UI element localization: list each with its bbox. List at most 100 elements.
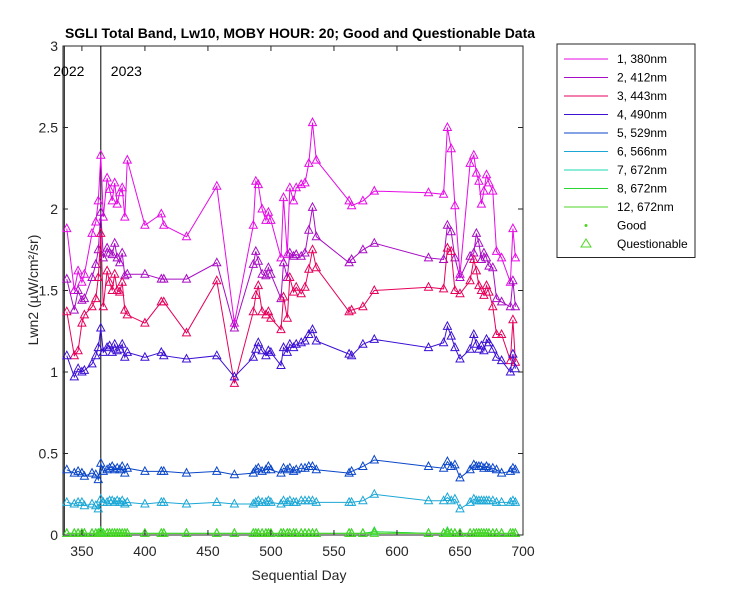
data-point xyxy=(261,496,271,506)
data-point xyxy=(471,227,482,237)
x-tick-label: 400 xyxy=(133,543,157,559)
data-point xyxy=(122,268,133,278)
data-point xyxy=(93,195,104,205)
data-point xyxy=(455,271,465,281)
data-point xyxy=(300,281,310,291)
data-point xyxy=(471,265,482,275)
data-point xyxy=(446,460,457,470)
data-point xyxy=(450,493,460,503)
data-point xyxy=(117,247,128,257)
data-point xyxy=(288,195,299,205)
data-point xyxy=(300,335,310,345)
x-tick-label: 650 xyxy=(448,543,472,559)
data-point xyxy=(311,464,322,474)
data-point xyxy=(140,317,150,327)
data-point xyxy=(307,495,318,505)
data-point xyxy=(442,242,453,252)
data-point xyxy=(284,247,295,257)
data-point xyxy=(510,363,521,373)
data-point xyxy=(79,500,90,510)
series-line-1 xyxy=(66,207,516,330)
data-point xyxy=(423,187,434,197)
data-point xyxy=(510,252,521,262)
data-point xyxy=(282,346,293,356)
data-point xyxy=(496,527,507,537)
data-point xyxy=(284,462,295,472)
data-point xyxy=(87,301,97,311)
data-point xyxy=(69,467,80,477)
data-point xyxy=(156,208,167,218)
data-point xyxy=(257,465,267,475)
data-point xyxy=(455,353,465,363)
data-point xyxy=(181,498,192,508)
data-point xyxy=(476,284,487,294)
data-point xyxy=(95,206,106,216)
data-point xyxy=(140,498,150,508)
data-point xyxy=(119,304,130,314)
data-point xyxy=(69,304,80,314)
data-point xyxy=(300,462,310,472)
series-5 xyxy=(61,488,521,513)
data-point xyxy=(211,350,222,360)
chart-title: SGLI Total Band, Lw10, MOBY HOUR: 20; Go… xyxy=(65,25,535,41)
legend-questionable-marker xyxy=(580,238,592,248)
data-point xyxy=(346,527,357,537)
data-point xyxy=(508,348,518,358)
data-point xyxy=(93,342,104,352)
x-tick-label: 350 xyxy=(70,543,94,559)
data-point xyxy=(253,280,264,290)
data-point xyxy=(471,167,482,177)
x-tick-label: 600 xyxy=(385,543,409,559)
data-point xyxy=(117,338,128,348)
data-point xyxy=(358,527,368,537)
data-point xyxy=(474,175,484,185)
legend-marker-label-1: Questionable xyxy=(617,237,688,251)
data-point xyxy=(229,527,240,537)
data-point xyxy=(496,296,507,306)
data-point xyxy=(77,294,87,304)
data-point xyxy=(79,364,90,374)
data-point xyxy=(109,338,120,348)
data-point xyxy=(87,227,97,237)
data-point xyxy=(229,322,240,332)
data-point xyxy=(102,342,112,352)
data-point xyxy=(484,337,494,347)
data-point xyxy=(257,306,267,316)
data-point xyxy=(423,495,434,505)
data-point xyxy=(109,177,120,187)
year-label-0: 2022 xyxy=(53,63,84,79)
data-point xyxy=(90,350,101,360)
data-point xyxy=(248,351,259,361)
data-point xyxy=(122,346,133,356)
data-point xyxy=(158,350,169,360)
data-point xyxy=(505,301,516,311)
data-point xyxy=(211,465,222,475)
data-point xyxy=(369,284,380,294)
data-point xyxy=(98,346,109,356)
data-point xyxy=(423,342,434,352)
data-point xyxy=(311,335,322,345)
data-point xyxy=(450,252,460,262)
data-point xyxy=(119,270,130,280)
data-point xyxy=(107,284,118,294)
data-point xyxy=(102,172,112,182)
data-point xyxy=(263,306,274,316)
data-point xyxy=(369,526,380,536)
series-line-2 xyxy=(66,233,516,384)
data-point xyxy=(104,276,115,286)
data-point xyxy=(303,157,314,167)
data-point xyxy=(158,496,169,506)
data-point xyxy=(476,460,487,470)
data-point xyxy=(479,462,489,472)
data-point xyxy=(346,465,357,475)
data-point xyxy=(263,262,274,272)
series-line-0 xyxy=(66,122,516,324)
data-point xyxy=(491,328,502,338)
data-point xyxy=(79,309,90,319)
data-point xyxy=(122,527,133,537)
data-point xyxy=(491,527,502,537)
data-point xyxy=(248,306,259,316)
data-point xyxy=(491,293,502,303)
data-point xyxy=(311,154,322,164)
